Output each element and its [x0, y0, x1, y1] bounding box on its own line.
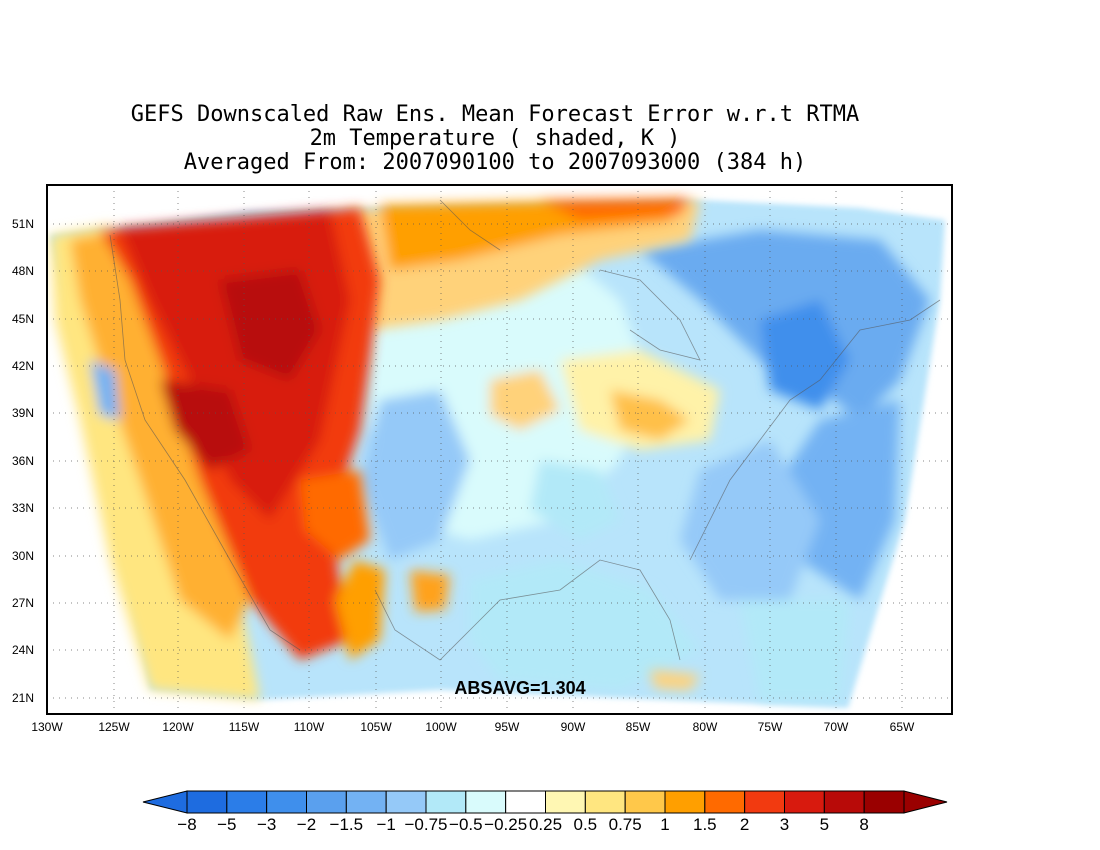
- lat-label: 39N: [12, 406, 34, 420]
- lon-label: 80W: [693, 720, 718, 734]
- lon-label: 105W: [360, 720, 392, 734]
- lat-label: 45N: [12, 312, 34, 326]
- lon-label: 85W: [626, 720, 651, 734]
- lon-label: 100W: [425, 720, 457, 734]
- map-frame: [46, 184, 953, 715]
- lon-label: 120W: [162, 720, 194, 734]
- map-title-line1: GEFS Downscaled Raw Ens. Mean Forecast E…: [130, 102, 860, 127]
- colorbar-swatch: [704, 790, 746, 814]
- colorbar-swatch: [784, 790, 825, 814]
- colorbar-label: 2: [740, 815, 749, 834]
- longitude-labels: 130W 125W 120W 115W 110W 105W 100W 95W 9…: [31, 720, 915, 734]
- lon-label: 130W: [31, 720, 63, 734]
- shaded-field: [47, 185, 952, 714]
- colorbar-swatch: [505, 790, 546, 814]
- lat-label: 48N: [12, 264, 34, 278]
- colorbar-swatch: [306, 790, 347, 814]
- lat-label: 21N: [12, 691, 34, 705]
- colorbar-swatch: [545, 790, 586, 814]
- colorbar-swatch: [186, 790, 228, 814]
- coastlines: [109, 199, 941, 661]
- lat-label: 30N: [12, 549, 34, 563]
- colorbar-swatch: [266, 790, 307, 814]
- colorbar: −8 −5 −3 −2 −1.5 −1 −0.75 −0.5 −0.25 0.25 0.5 0.75 1…: [142, 790, 948, 834]
- latitude-labels: 51N 48N 45N 42N 39N 36N 33N 30N 27N 24N …: [12, 217, 34, 705]
- colorbar-label: −0.75: [404, 815, 447, 834]
- colorbar-swatch: [584, 790, 626, 814]
- colorbar-swatch: [226, 790, 268, 814]
- colorbar-label: −0.25: [484, 815, 527, 834]
- lon-label: 115W: [229, 720, 260, 734]
- lon-label: 75W: [758, 720, 783, 734]
- lon-label: 95W: [495, 720, 520, 734]
- colorbar-label: −8: [177, 815, 196, 834]
- absavg-annotation: ABSAVG=1.304: [454, 678, 585, 698]
- lat-label: 33N: [12, 501, 34, 515]
- lon-label: 110W: [294, 720, 325, 734]
- colorbar-swatch: [823, 790, 865, 814]
- colorbar-swatch: [385, 790, 427, 814]
- colorbar-label: 8: [859, 815, 868, 834]
- map-title-line3: Averaged From: 2007090100 to 2007093000 …: [183, 150, 807, 175]
- colorbar-swatch: [863, 790, 905, 814]
- colorbar-swatch: [465, 790, 507, 814]
- colorbar-label: −1: [376, 815, 395, 834]
- lat-label: 42N: [12, 359, 34, 373]
- colorbar-label: 0.75: [609, 815, 642, 834]
- colorbar-label: 1.5: [693, 815, 717, 834]
- lon-label: 125W: [98, 720, 130, 734]
- map-title-line2: 2m Temperature ( shaded, K ): [309, 126, 681, 151]
- lat-label: 24N: [12, 643, 34, 657]
- gridlines: [47, 185, 952, 714]
- colorbar-swatch: [744, 790, 786, 814]
- lat-label: 51N: [12, 217, 34, 231]
- colorbar-label: 1: [660, 815, 669, 834]
- colorbar-label: −5: [217, 815, 236, 834]
- colorbar-label: 3: [780, 815, 789, 834]
- colorbar-max-arrow: [903, 790, 948, 814]
- colorbar-label: −1.5: [330, 815, 364, 834]
- colorbar-swatch: [624, 790, 666, 814]
- colorbar-swatch: [345, 790, 387, 814]
- lon-label: 70W: [824, 720, 849, 734]
- colorbar-swatch: [425, 790, 467, 814]
- colorbar-label: 5: [820, 815, 829, 834]
- colorbar-swatch: [664, 790, 706, 814]
- colorbar-label: −2: [297, 815, 316, 834]
- lon-label: 65W: [890, 720, 915, 734]
- colorbar-label: −0.5: [449, 815, 483, 834]
- colorbar-min-arrow: [142, 790, 188, 814]
- lat-label: 27N: [12, 596, 34, 610]
- colorbar-label: 0.25: [529, 815, 562, 834]
- colorbar-label: 0.5: [574, 815, 598, 834]
- lat-label: 36N: [12, 454, 34, 468]
- lon-label: 90W: [561, 720, 586, 734]
- colorbar-label: −3: [257, 815, 276, 834]
